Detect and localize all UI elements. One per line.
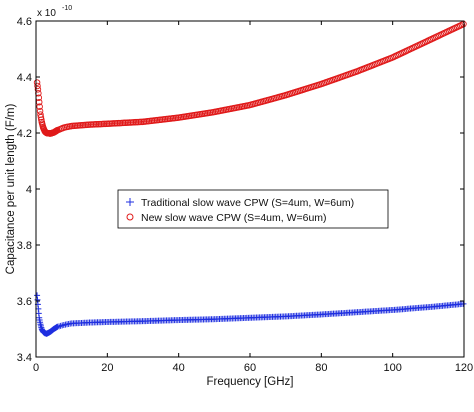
data-point-new — [34, 82, 41, 90]
y-tick-label: 3.6 — [17, 296, 32, 308]
x-tick-label: 80 — [315, 362, 327, 374]
ticks-layer: 0 20 40 60 80 100 120 3.4 3.6 3.8 4 4.2 4.4 4.6 — [17, 16, 473, 374]
data-point-new — [37, 111, 44, 118]
series-layer — [33, 20, 467, 337]
y-tick-label: 4.6 — [17, 16, 32, 28]
x-tick-label: 60 — [244, 362, 256, 374]
data-point-new — [36, 107, 44, 115]
y-tick-label: 4 — [26, 184, 32, 196]
data-point-new — [36, 103, 43, 110]
series-traditional — [34, 292, 467, 337]
data-point-new — [37, 113, 45, 121]
data-point-traditional — [460, 300, 467, 307]
y-tick-label: 4.2 — [17, 128, 32, 140]
y-tick-label: 3.4 — [17, 352, 32, 364]
y-axis-label: Capacitance per unit length (F/m) — [5, 104, 17, 275]
legend-marker-new — [126, 213, 134, 221]
y-exponent-base: x 10 — [37, 8, 56, 19]
x-tick-label: 0 — [33, 362, 39, 374]
x-axis-label: Frequency [GHz] — [207, 376, 294, 388]
legend-box — [117, 189, 389, 229]
series-new — [33, 20, 467, 137]
legend-label-traditional: Traditional slow wave CPW (S=4um, W=6um) — [141, 197, 354, 209]
x-tick-label: 100 — [383, 362, 401, 374]
x-tick-label: 120 — [455, 362, 473, 374]
legend: Traditional slow wave CPW (S=4um, W=6um)… — [117, 189, 389, 229]
legend-marker-traditional — [126, 198, 134, 206]
data-point-new — [34, 86, 42, 93]
y-exponent-power: -10 — [62, 5, 72, 12]
y-tick-label: 3.8 — [17, 240, 32, 252]
y-tick-label: 4.4 — [17, 72, 32, 84]
x-tick-label: 40 — [173, 362, 185, 374]
legend-label-new: New slow wave CPW (S=4um, W=6um) — [141, 212, 327, 224]
data-point-new — [33, 79, 41, 86]
x-tick-label: 20 — [101, 362, 113, 374]
